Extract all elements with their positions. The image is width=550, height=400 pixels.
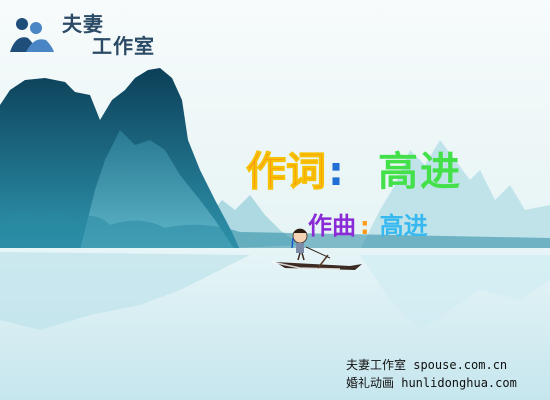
logo-text-line2: 工作室 <box>92 34 155 58</box>
lyricist-label: 作词 <box>246 149 327 196</box>
composer-credit: 作曲: 高进 <box>308 208 428 244</box>
studio-logo: 夫妻 工作室 <box>8 8 168 58</box>
lyricist-colon: : <box>328 149 344 195</box>
shoreline <box>0 211 550 250</box>
mountain-reflection <box>0 252 250 330</box>
mountain-front-layer <box>80 130 235 250</box>
composer-label: 作曲 <box>308 212 356 240</box>
distant-mountains-right <box>360 140 550 250</box>
lyricist-name: 高进 <box>378 149 462 195</box>
logo-text-line1: 夫妻 <box>62 12 104 36</box>
lyricist-credit: 作词: 高进 <box>246 148 462 196</box>
boat <box>265 254 362 270</box>
footer-line2: 婚礼动画 hunlidonghua.com <box>346 376 517 390</box>
footer-watermark: 夫妻工作室 spouse.com.cn 婚礼动画 hunlidonghua.co… <box>346 356 536 392</box>
boatman <box>291 228 331 261</box>
composer-colon: : <box>360 212 370 240</box>
right-reflection <box>360 255 550 330</box>
footer-line1: 夫妻工作室 spouse.com.cn <box>346 358 508 372</box>
spouse-logo-icon <box>10 18 54 52</box>
composer-name: 高进 <box>379 212 428 240</box>
